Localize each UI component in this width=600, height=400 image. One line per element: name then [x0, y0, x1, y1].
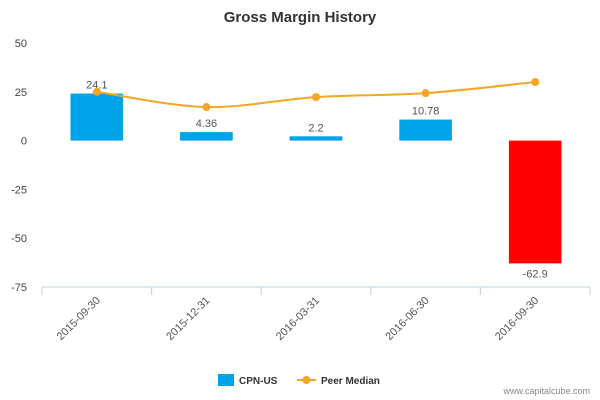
bar-series — [70, 93, 562, 264]
bar — [180, 132, 233, 141]
bar — [508, 140, 562, 264]
y-tick-label: 25 — [15, 87, 27, 99]
legend-swatch-bar — [218, 374, 234, 386]
legend-label-bar: CPN-US — [239, 376, 278, 387]
y-axis: 50 25 0 -25 -50 -75 — [11, 38, 27, 294]
credit-text: www.capitalcube.com — [502, 386, 590, 396]
legend-swatch-marker — [302, 376, 311, 384]
y-tick-label: -75 — [11, 282, 27, 294]
line-series — [92, 78, 540, 112]
peer-median-point — [202, 103, 211, 112]
bar — [289, 136, 343, 141]
bar — [70, 93, 124, 141]
bar-data-label: 24.1 — [86, 80, 107, 92]
bar — [399, 119, 452, 141]
x-tick-label: 2016-03-31 — [274, 295, 322, 343]
bar-data-label: 2.2 — [308, 122, 323, 134]
x-tick-label: 2015-09-30 — [55, 295, 103, 343]
x-tick-label: 2016-09-30 — [493, 295, 541, 343]
x-axis: 2015-09-30 2015-12-31 2016-03-31 2016-06-30… — [41, 286, 591, 343]
bar-data-label: 4.36 — [196, 118, 217, 130]
y-tick-label: -25 — [11, 184, 27, 196]
peer-median-point — [312, 93, 320, 102]
legend: CPN-US Peer Median — [218, 374, 380, 387]
peer-median-point — [92, 87, 101, 96]
bar-data-label: -62.9 — [523, 268, 548, 280]
peer-median-point — [421, 89, 430, 98]
bar-data-labels: 24.1 4.36 2.2 10.78 -62.9 — [86, 80, 548, 281]
y-tick-label: 50 — [15, 38, 27, 50]
y-tick-label: 0 — [21, 136, 27, 148]
x-tick-label: 2015-12-31 — [164, 295, 212, 343]
peer-median-point — [531, 78, 540, 87]
y-tick-label: -50 — [11, 233, 27, 245]
x-tick-label: 2016-06-30 — [383, 295, 431, 343]
legend-label-line: Peer Median — [321, 376, 380, 387]
bar-data-label: 10.78 — [412, 106, 440, 118]
chart-title: Gross Margin History — [224, 9, 377, 26]
